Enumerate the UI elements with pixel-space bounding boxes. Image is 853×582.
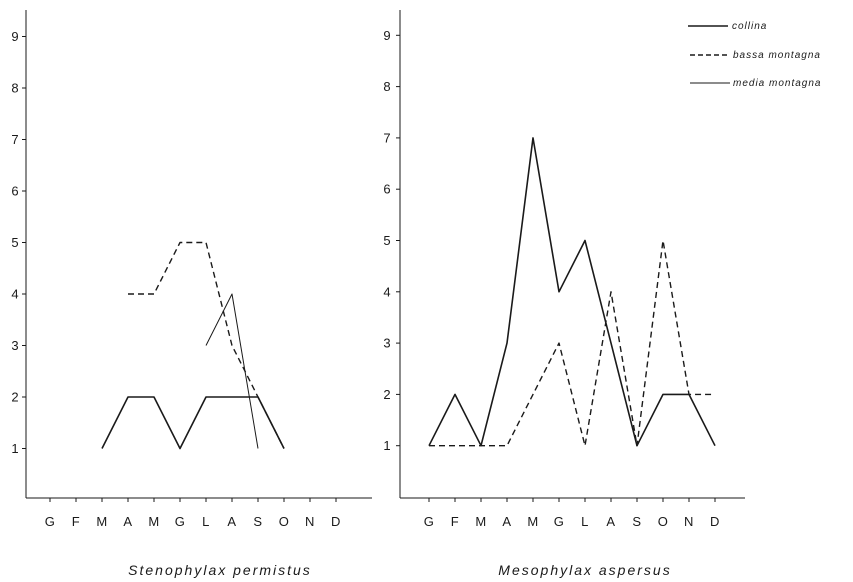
y-tick-label: 5 — [383, 233, 390, 248]
x-tick-label: O — [279, 514, 290, 529]
x-tick-label: F — [451, 514, 459, 529]
chart-caption: Stenophylax permistus — [128, 562, 312, 578]
chart-caption: Mesophylax aspersus — [498, 562, 671, 578]
y-tick-label: 6 — [11, 184, 18, 199]
x-tick-label: M — [96, 514, 107, 529]
y-tick-label: 8 — [11, 81, 18, 96]
y-tick-label: 2 — [383, 387, 390, 402]
y-tick-label: 4 — [383, 284, 390, 299]
x-tick-label: A — [123, 514, 132, 529]
x-tick-label: A — [227, 514, 236, 529]
y-tick-label: 1 — [383, 438, 390, 453]
x-tick-label: G — [175, 514, 186, 529]
x-tick-label: F — [72, 514, 80, 529]
y-tick-label: 1 — [11, 441, 18, 456]
series-line-bassa-montagna — [128, 241, 285, 449]
x-tick-label: N — [684, 514, 694, 529]
x-tick-label: M — [148, 514, 159, 529]
legend-label-collina: collina — [732, 21, 767, 32]
x-tick-label: A — [502, 514, 511, 529]
y-tick-label: 3 — [11, 338, 18, 353]
y-tick-label: 9 — [383, 28, 390, 43]
y-tick-label: 8 — [383, 79, 390, 94]
x-tick-label: D — [710, 514, 720, 529]
x-tick-label: S — [632, 514, 641, 529]
x-tick-label: L — [202, 514, 210, 529]
x-tick-label: N — [305, 514, 315, 529]
chart-panel-mesophylax: 1 2 3 4 5 6 7 8 9 G F M A M G L A S O N D Mesophylax aspersus — [383, 10, 745, 578]
x-tick-label: G — [424, 514, 435, 529]
legend-label-media-montagna: media montagna — [733, 78, 822, 89]
y-tick-label: 5 — [11, 235, 18, 250]
chart-panel-stenophylax: 1 2 3 4 5 6 7 8 9 G F M A M G L A S O N D Stenophylax permist… — [11, 10, 372, 578]
series-line-collina — [101, 396, 285, 450]
series-line-media-montagna — [205, 293, 259, 449]
x-tick-label: D — [331, 514, 341, 529]
x-tick-label: L — [581, 514, 589, 529]
x-tick-label: M — [475, 514, 486, 529]
y-tick-label: 4 — [11, 287, 18, 302]
legend-label-bassa-montagna: bassa montagna — [733, 50, 821, 61]
series-line-collina — [428, 137, 716, 447]
x-tick-label: G — [554, 514, 565, 529]
y-tick-label: 6 — [383, 182, 390, 197]
x-tick-label: G — [45, 514, 56, 529]
legend: collina bassa montagna media montagna — [688, 21, 822, 89]
y-tick-label: 2 — [11, 390, 18, 405]
y-tick-label: 7 — [383, 130, 390, 145]
y-tick-label: 7 — [11, 132, 18, 147]
y-tick-label: 3 — [383, 336, 390, 351]
series-line-bassa-montagna — [429, 239, 715, 447]
y-tick-label: 9 — [11, 29, 18, 44]
x-tick-label: M — [527, 514, 538, 529]
x-tick-label: O — [658, 514, 669, 529]
x-tick-label: S — [253, 514, 262, 529]
x-tick-label: A — [606, 514, 615, 529]
